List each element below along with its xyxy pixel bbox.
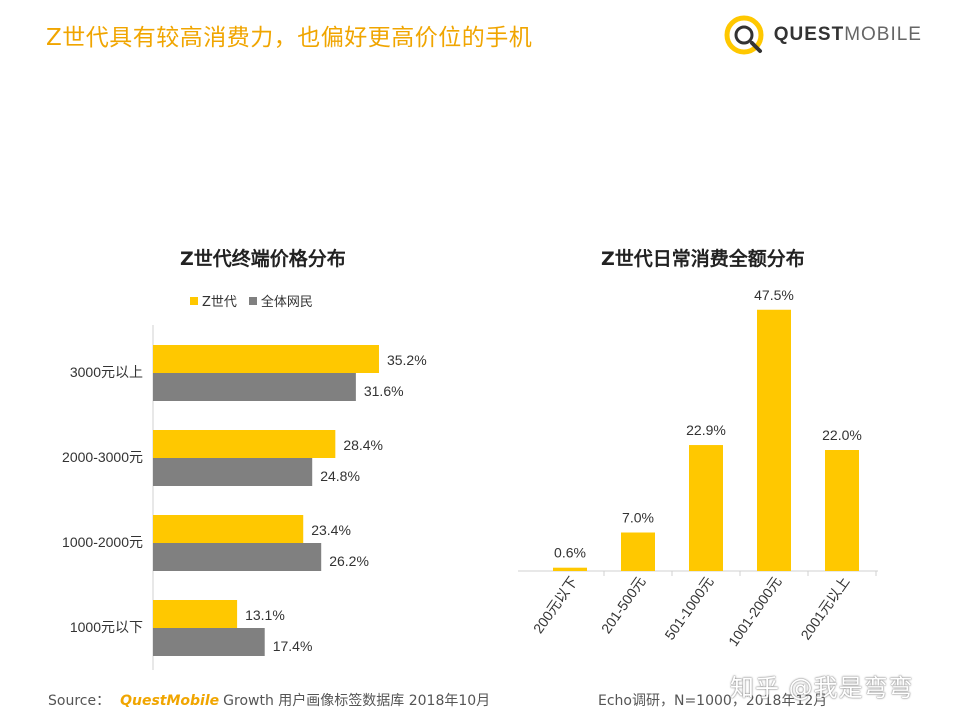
legend-swatch-all <box>248 296 257 305</box>
data-label: 22.9% <box>686 422 726 438</box>
daily-spending-chart: 0.6% 200元以下 7.0% 201-500元 22.9% 501-1000元 47.5… <box>518 287 878 649</box>
brand-part1: QUEST <box>773 24 845 45</box>
data-label: 35.2% <box>387 352 427 368</box>
legend-label-all: 全体网民 <box>260 295 313 310</box>
bar-gen-z <box>153 600 238 628</box>
bar-all <box>153 543 322 571</box>
data-label: 47.5% <box>754 287 794 303</box>
bar-spending <box>689 445 723 571</box>
source-brand: QuestMobile <box>120 693 220 709</box>
bar-spending <box>553 567 587 571</box>
data-label: 22.0% <box>822 427 862 443</box>
bar-all <box>153 373 356 401</box>
data-label: 24.8% <box>320 468 360 484</box>
data-label: 17.4% <box>273 638 313 654</box>
source-label: Source： <box>48 693 111 709</box>
data-label: 7.0% <box>622 510 654 526</box>
data-label: 26.2% <box>329 553 369 569</box>
left-chart-title: Z世代终端价格分布 <box>180 248 346 270</box>
bar-spending <box>621 532 655 571</box>
watermark: 知乎 @我是弯弯 <box>730 674 914 702</box>
brand-part2: MOBILE <box>844 24 922 45</box>
legend: Z世代 全体网民 <box>190 291 325 310</box>
x-tick-label: 200元以下 <box>530 574 581 637</box>
data-label: 23.4% <box>311 522 351 538</box>
source-note: Source： QuestMobile Growth 用户画像标签数据库 201… <box>48 690 490 710</box>
data-label: 13.1% <box>245 607 285 623</box>
x-tick-label: 501-1000元 <box>661 574 716 643</box>
data-label: 31.6% <box>364 383 404 399</box>
bar-gen-z <box>153 345 379 373</box>
bar-all <box>153 628 265 656</box>
right-chart-title: Z世代日常消费全额分布 <box>601 248 805 270</box>
bar-all <box>153 458 313 486</box>
category-label: 2000-3000元 <box>62 449 143 465</box>
category-label: 1000-2000元 <box>62 534 143 550</box>
bar-spending <box>825 450 859 571</box>
category-label: 3000元以上 <box>70 364 143 380</box>
category-label: 1000元以下 <box>70 619 143 635</box>
x-tick-label: 1001-2000元 <box>725 574 785 649</box>
legend-item-all: 全体网民 <box>248 291 313 310</box>
brand-name: QUESTMOBILE <box>774 24 922 46</box>
survey-note: Echo调研，N=1000，2018年12月 <box>598 693 828 709</box>
bar-spending <box>757 309 791 571</box>
legend-item-gen-z: Z世代 <box>190 291 237 310</box>
bar-gen-z <box>153 515 304 543</box>
data-label: 0.6% <box>554 545 586 561</box>
brand: QUESTMOBILE <box>722 12 922 58</box>
legend-label-gen-z: Z世代 <box>202 295 237 310</box>
data-label: 28.4% <box>343 437 383 453</box>
price-distribution-chart: 3000元以上 35.2% 31.6% 2000-3000元 28.4% 24.8% 100… <box>62 325 427 670</box>
legend-swatch-gen-z <box>190 296 198 305</box>
questmobile-logo-icon <box>724 15 764 55</box>
bar-gen-z <box>153 430 336 458</box>
source-text: Growth 用户画像标签数据库 2018年10月 <box>223 693 491 709</box>
x-tick-label: 2001元以上 <box>797 574 852 643</box>
x-tick-label: 201-500元 <box>598 574 649 637</box>
page-title: Z世代具有较高消费力，也偏好更高价位的手机 <box>46 25 533 51</box>
